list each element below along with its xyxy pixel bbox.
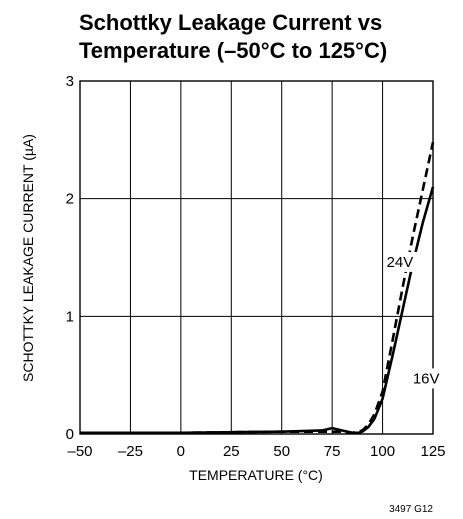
y-tick-label: 3 — [66, 73, 74, 90]
series-label-24v: 24V — [387, 254, 414, 271]
chart-title-line-1: Schottky Leakage Current vs — [79, 10, 382, 35]
y-tick-label: 1 — [66, 308, 74, 325]
x-tick-label: 50 — [273, 443, 290, 460]
x-axis-label: TEMPERATURE (°C) — [189, 467, 323, 483]
chart-title-line-2: Temperature (–50°C to 125°C) — [79, 38, 387, 63]
x-tick-label: 25 — [223, 443, 240, 460]
y-tick-label: 2 — [66, 191, 74, 208]
x-tick-label: 125 — [420, 443, 445, 460]
y-tick-labels: 0 1 2 3 — [66, 73, 74, 443]
y-axis-label: SCHOTTKY LEAKAGE CURRENT (µA) — [20, 134, 36, 382]
series-line-24v — [80, 141, 435, 435]
plot-frame — [79, 80, 434, 435]
annotation-background — [384, 251, 419, 272]
x-tick-label: 75 — [324, 443, 341, 460]
x-tick-label: 100 — [370, 443, 395, 460]
series-label-16v: 16V — [413, 370, 440, 387]
annotation-background — [410, 368, 445, 389]
x-tick-labels: –50 –25 0 25 50 75 100 125 — [67, 443, 445, 460]
x-tick-label: –25 — [118, 443, 143, 460]
x-tick-label: –50 — [67, 443, 92, 460]
series-layer — [80, 141, 435, 435]
y-tick-label: 0 — [66, 426, 74, 443]
figure-code: 3497 G12 — [389, 504, 433, 515]
series-line-16v — [80, 186, 435, 435]
x-tick-label: 0 — [177, 443, 185, 460]
grid-lines — [79, 80, 434, 435]
series-annotations: 24V 16V — [384, 251, 445, 389]
